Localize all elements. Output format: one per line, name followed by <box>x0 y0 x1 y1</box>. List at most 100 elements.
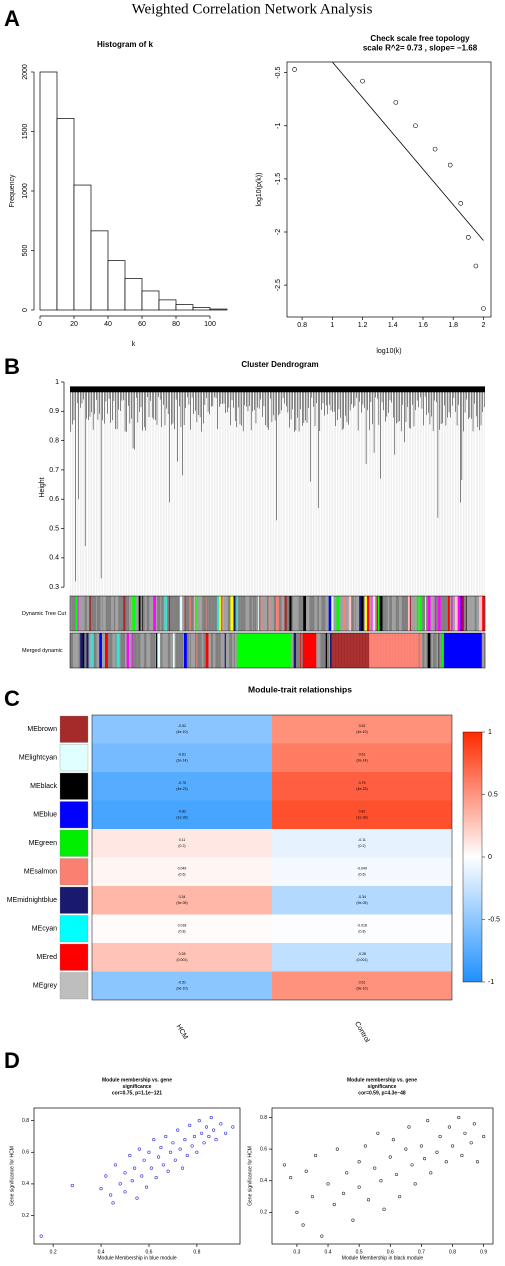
module-strip <box>161 596 164 631</box>
module-strip <box>311 633 314 668</box>
module-strip <box>188 596 190 631</box>
module-strip <box>189 596 191 631</box>
module-strip <box>96 633 100 668</box>
module-strip <box>150 596 153 631</box>
module-strip <box>132 596 136 631</box>
cell-value: 0.61 <box>359 753 366 757</box>
cell-value: 0.34 <box>179 895 186 899</box>
module-strip <box>206 596 209 631</box>
cell-p-value: (4e-23) <box>176 787 187 791</box>
chart-title: cor=0.75, p=1.1e−121 <box>112 1090 162 1096</box>
module-strip <box>312 596 315 631</box>
module-strip <box>218 633 220 668</box>
cell-value: 0.11 <box>179 838 186 842</box>
module-strip <box>358 633 361 668</box>
module-strip <box>208 633 210 668</box>
point <box>147 1150 151 1154</box>
module-strip <box>369 596 372 631</box>
module-strip <box>438 596 441 631</box>
module-strip <box>309 596 312 631</box>
module-strip <box>140 596 142 631</box>
module-strip <box>434 596 437 631</box>
point <box>345 1171 349 1175</box>
y-tick-label: 0.6 <box>49 496 59 503</box>
point <box>473 263 479 269</box>
module-strip <box>317 596 319 631</box>
module-strip <box>125 633 127 668</box>
module-strip <box>284 596 287 631</box>
module-strip <box>70 633 74 668</box>
module-strip <box>263 633 266 668</box>
y-tick-label: 1 <box>55 379 59 386</box>
y-tick-label: 0.6 <box>22 1150 29 1156</box>
module-strip <box>208 596 209 631</box>
point <box>168 1150 173 1154</box>
bar <box>107 260 126 311</box>
module-strip <box>86 596 90 631</box>
module-strip <box>373 633 376 668</box>
module-strip <box>308 633 311 668</box>
module-strip <box>211 596 214 631</box>
module-strip <box>188 633 191 668</box>
module-strip <box>481 633 483 668</box>
module-strip <box>402 633 404 668</box>
module-strip <box>275 596 279 631</box>
point <box>144 1185 149 1189</box>
module-strip <box>325 596 327 631</box>
module-strip <box>242 596 246 631</box>
module-strip <box>113 596 116 631</box>
module-strip <box>257 633 260 668</box>
module-strip <box>407 596 410 631</box>
module-strip <box>367 633 370 668</box>
module-strip <box>115 633 117 668</box>
module-strip <box>155 596 158 631</box>
module-strip <box>378 633 380 668</box>
point <box>447 162 453 168</box>
module-strip <box>143 596 145 631</box>
module-strip <box>414 633 416 668</box>
dendrogram-top <box>70 386 485 393</box>
module-strip <box>409 633 412 668</box>
point <box>156 1155 161 1159</box>
module-strip <box>369 633 371 668</box>
module-strip <box>105 596 109 631</box>
bar <box>192 307 211 311</box>
module-strip <box>345 633 347 668</box>
module-strip <box>349 633 352 668</box>
module-strip <box>260 633 263 668</box>
module-strip <box>352 633 355 668</box>
heatmap-cell <box>92 914 272 943</box>
module-strip <box>213 596 215 631</box>
module-strip <box>251 596 254 631</box>
module-strip <box>348 633 350 668</box>
point <box>137 1147 141 1151</box>
module-strip <box>464 596 467 631</box>
module-strip <box>177 596 180 631</box>
module-strip <box>129 596 132 631</box>
module-strip <box>430 633 432 668</box>
module-strip <box>281 596 285 631</box>
module-strip <box>392 596 396 631</box>
module-strip <box>245 633 248 668</box>
plot-frame <box>271 1107 494 1245</box>
module-strip <box>138 596 141 631</box>
cell-p-value: (0.2) <box>178 844 185 848</box>
module-strip <box>181 633 184 668</box>
module-strip <box>430 596 432 631</box>
module-strip <box>446 633 449 668</box>
module-strip <box>412 633 415 668</box>
strip-label: Dynamic Tree Cut <box>22 611 66 617</box>
module-strip <box>464 633 467 668</box>
module-strip <box>308 596 310 631</box>
module-strip <box>386 596 388 631</box>
point <box>166 1169 170 1173</box>
point <box>161 1163 165 1167</box>
module-strip <box>403 633 406 668</box>
module-strip <box>104 633 109 668</box>
module-strip <box>266 596 269 631</box>
module-strip <box>274 633 276 668</box>
y-tick-label: 0.5 <box>49 525 59 532</box>
row-label: MEblue <box>33 812 57 819</box>
module-strip <box>152 633 154 668</box>
module-strip <box>418 596 420 631</box>
